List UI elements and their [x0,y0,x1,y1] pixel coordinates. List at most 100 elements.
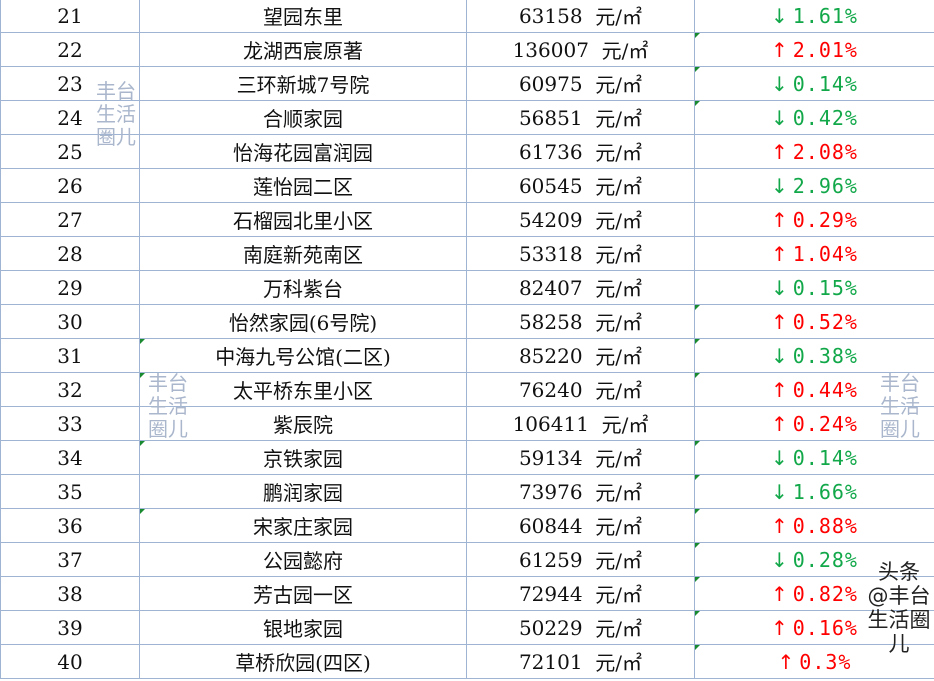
rank-cell[interactable]: 27 [0,203,140,236]
change-cell[interactable]: ↓ 1.66% [695,475,934,508]
rank-cell[interactable]: 30 [0,305,140,338]
name-cell[interactable]: 太平桥东里小区 [140,373,467,406]
change-cell[interactable]: ↓ 0.14% [695,441,934,474]
change-cell[interactable]: ↓ 0.14% [695,67,934,100]
name-cell[interactable]: 怡海花园富润园 [140,135,467,168]
price-cell[interactable]: 76240 元/㎡ [467,373,695,406]
price-cell[interactable]: 50229 元/㎡ [467,611,695,644]
name-cell[interactable]: 银地家园 [140,611,467,644]
community-name: 莲怡园二区 [253,175,353,199]
price-cell[interactable]: 72944 元/㎡ [467,577,695,610]
arrow-down-icon: ↓ [771,173,789,198]
price-cell[interactable]: 56851 元/㎡ [467,101,695,134]
rank-cell[interactable]: 31 [0,339,140,372]
table-row: 30 怡然家园(6号院) 58258 元/㎡ ↑ 0.52% [0,305,934,339]
price-cell[interactable]: 136007 元/㎡ [467,33,695,66]
change-cell[interactable]: ↑ 0.52% [695,305,934,338]
rank-cell[interactable]: 35 [0,475,140,508]
change-cell[interactable]: ↑ 1.04% [695,237,934,270]
price-cell[interactable]: 82407 元/㎡ [467,271,695,304]
change-cell[interactable]: ↑ 2.01% [695,33,934,66]
change-cell[interactable]: ↑ 0.82% [695,577,934,610]
rank: 31 [57,343,83,368]
rank-cell[interactable]: 29 [0,271,140,304]
name-cell[interactable]: 合顺家园 [140,101,467,134]
change-cell[interactable]: ↓ 2.96% [695,169,934,202]
change-cell[interactable]: ↓ 1.61% [695,0,934,32]
table-row: 36 宋家庄家园 60844 元/㎡ ↑ 0.88% [0,509,934,543]
price-cell[interactable]: 60975 元/㎡ [467,67,695,100]
unit: 元/㎡ [595,141,643,165]
rank-cell[interactable]: 33 [0,407,140,440]
price-cell[interactable]: 60545 元/㎡ [467,169,695,202]
name-cell[interactable]: 京铁家园 [140,441,467,474]
unit: 元/㎡ [595,447,643,471]
rank-cell[interactable]: 40 [0,645,140,678]
rank-cell[interactable]: 38 [0,577,140,610]
name-cell[interactable]: 中海九号公馆(二区) [140,339,467,372]
change-percent: 0.28% [792,547,858,572]
cell-comment-marker [140,373,145,378]
name-cell[interactable]: 鹏润家园 [140,475,467,508]
change-cell[interactable]: ↓ 0.38% [695,339,934,372]
name-cell[interactable]: 龙湖西宸原著 [140,33,467,66]
name-cell[interactable]: 万科紫台 [140,271,467,304]
price-cell[interactable]: 72101 元/㎡ [467,645,695,678]
change-cell[interactable]: ↑ 0.44% [695,373,934,406]
change-cell[interactable]: ↑ 0.3% [695,645,934,678]
arrow-up-icon: ↑ [771,207,789,232]
price-cell[interactable]: 61736 元/㎡ [467,135,695,168]
change-percent: 0.88% [792,513,858,538]
name-cell[interactable]: 草桥欣园(四区) [140,645,467,678]
rank-cell[interactable]: 22 [0,33,140,66]
price-cell[interactable]: 59134 元/㎡ [467,441,695,474]
change-cell[interactable]: ↓ 0.28% [695,543,934,576]
name-cell[interactable]: 紫辰院 [140,407,467,440]
name-cell[interactable]: 南庭新苑南区 [140,237,467,270]
cell-comment-marker [695,577,700,582]
price-cell[interactable]: 73976 元/㎡ [467,475,695,508]
price: 63158 [518,3,583,28]
change-cell[interactable]: ↑ 2.08% [695,135,934,168]
name-cell[interactable]: 三环新城7号院 [140,67,467,100]
rank-cell[interactable]: 24 [0,101,140,134]
name-cell[interactable]: 芳古园一区 [140,577,467,610]
name-cell[interactable]: 公园懿府 [140,543,467,576]
rank-cell[interactable]: 26 [0,169,140,202]
price-cell[interactable]: 85220 元/㎡ [467,339,695,372]
change-cell[interactable]: ↓ 0.42% [695,101,934,134]
cell-comment-marker [695,67,700,72]
cell-comment-marker [695,373,700,378]
price-cell[interactable]: 106411 元/㎡ [467,407,695,440]
cell-comment-marker [695,475,700,480]
rank-cell[interactable]: 34 [0,441,140,474]
change-cell[interactable]: ↓ 0.15% [695,271,934,304]
rank-cell[interactable]: 39 [0,611,140,644]
change-cell[interactable]: ↑ 0.29% [695,203,934,236]
arrow-down-icon: ↓ [771,445,789,470]
price-cell[interactable]: 54209 元/㎡ [467,203,695,236]
rank-cell[interactable]: 36 [0,509,140,542]
name-cell[interactable]: 石榴园北里小区 [140,203,467,236]
rank-cell[interactable]: 32 [0,373,140,406]
change-cell[interactable]: ↑ 0.16% [695,611,934,644]
change-cell[interactable]: ↑ 0.24% [695,407,934,440]
price-cell[interactable]: 53318 元/㎡ [467,237,695,270]
name-cell[interactable]: 莲怡园二区 [140,169,467,202]
rank-cell[interactable]: 21 [0,0,140,32]
name-cell[interactable]: 怡然家园(6号院) [140,305,467,338]
name-cell[interactable]: 望园东里 [140,0,467,32]
price-cell[interactable]: 58258 元/㎡ [467,305,695,338]
price-cell[interactable]: 61259 元/㎡ [467,543,695,576]
arrow-down-icon: ↓ [771,71,789,96]
rank-cell[interactable]: 28 [0,237,140,270]
rank-cell[interactable]: 25 [0,135,140,168]
price-cell[interactable]: 60844 元/㎡ [467,509,695,542]
rank-cell[interactable]: 23 [0,67,140,100]
table-row: 38 芳古园一区 72944 元/㎡ ↑ 0.82% [0,577,934,611]
rank-cell[interactable]: 37 [0,543,140,576]
change-cell[interactable]: ↑ 0.88% [695,509,934,542]
community-name: 太平桥东里小区 [233,379,373,403]
name-cell[interactable]: 宋家庄家园 [140,509,467,542]
price-cell[interactable]: 63158 元/㎡ [467,0,695,32]
